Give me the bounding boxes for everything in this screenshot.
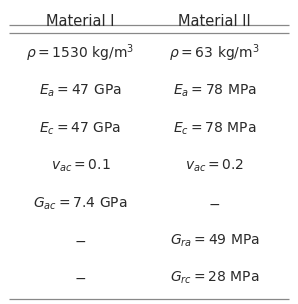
Text: $G_{ra} = 49\ \mathrm{MPa}$: $G_{ra} = 49\ \mathrm{MPa}$ <box>170 233 260 249</box>
Text: $E_c = 78\ \mathrm{MPa}$: $E_c = 78\ \mathrm{MPa}$ <box>173 120 256 137</box>
Text: Material II: Material II <box>178 14 251 29</box>
Text: $-$: $-$ <box>74 234 86 248</box>
Text: $\rho = 63\ \mathrm{kg/m}^3$: $\rho = 63\ \mathrm{kg/m}^3$ <box>169 43 260 64</box>
Text: $E_a = 47\ \mathrm{GPa}$: $E_a = 47\ \mathrm{GPa}$ <box>39 83 122 99</box>
Text: $G_{ac} = 7.4\ \mathrm{GPa}$: $G_{ac} = 7.4\ \mathrm{GPa}$ <box>33 195 128 212</box>
Text: $-$: $-$ <box>74 271 86 285</box>
Text: $G_{rc} = 28\ \mathrm{MPa}$: $G_{rc} = 28\ \mathrm{MPa}$ <box>170 270 259 286</box>
Text: $v_{ac} = 0.1$: $v_{ac} = 0.1$ <box>51 158 110 174</box>
Text: Material I: Material I <box>46 14 115 29</box>
Text: $v_{ac} = 0.2$: $v_{ac} = 0.2$ <box>185 158 244 174</box>
Text: $E_c = 47\ \mathrm{GPa}$: $E_c = 47\ \mathrm{GPa}$ <box>39 120 122 137</box>
Text: $\rho = 1530\ \mathrm{kg/m}^3$: $\rho = 1530\ \mathrm{kg/m}^3$ <box>26 43 135 64</box>
Text: $E_a = 78\ \mathrm{MPa}$: $E_a = 78\ \mathrm{MPa}$ <box>173 83 257 99</box>
Text: $-$: $-$ <box>209 196 221 210</box>
